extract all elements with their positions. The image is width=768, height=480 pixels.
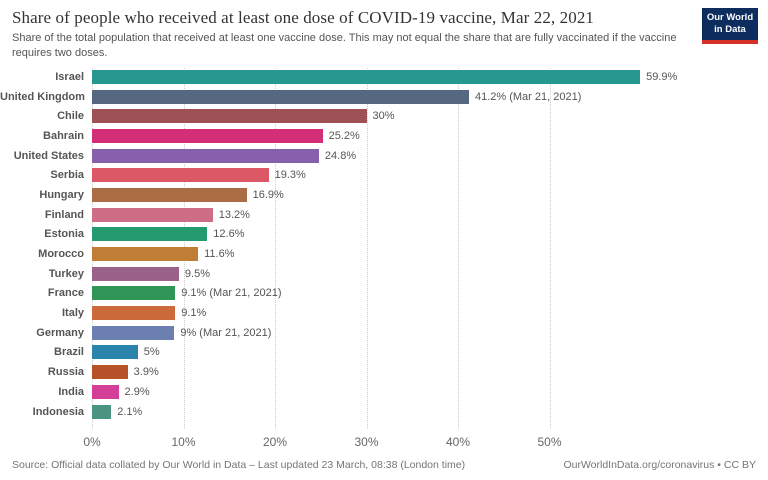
x-tick-label: 20% (262, 435, 288, 449)
value-label: 9.5% (184, 267, 210, 280)
bar-row: Estonia 12.6% (0, 225, 768, 245)
country-label: Italy (61, 307, 84, 320)
value-label: 5% (143, 346, 160, 359)
value-label: 2.1% (117, 405, 143, 418)
bar-row: Indonesia 2.1% (0, 402, 768, 422)
country-label: Morocco (38, 248, 84, 261)
attribution-link[interactable]: OurWorldInData.org/coronavirus • CC BY (563, 459, 756, 471)
value-label: 16.9% (252, 188, 284, 201)
bar[interactable] (92, 384, 119, 399)
owid-logo-line1: Our World (706, 12, 754, 23)
bar-row: United States 24.8% (0, 146, 768, 166)
bar[interactable] (92, 89, 469, 104)
x-tick-label: 10% (171, 435, 196, 449)
x-axis: 0% 10% 20% 30% 40% 50% (83, 433, 712, 451)
value-label: 11.6% (204, 248, 235, 261)
gridline (366, 68, 368, 429)
bar[interactable] (92, 404, 112, 419)
bar-row: Italy 9.1% (0, 303, 768, 323)
bar-row: Bahrain 25.2% (0, 126, 768, 146)
chart-header: Share of people who received at least on… (0, 0, 768, 59)
bar-row: Israel 59.9% (0, 67, 768, 87)
owid-logo-line2: in Data (714, 24, 746, 36)
value-label: 2.9% (124, 385, 150, 398)
bar-row: Chile 30% (0, 106, 768, 126)
bar[interactable] (92, 266, 179, 281)
value-label: 24.8% (324, 149, 357, 162)
bar[interactable] (92, 148, 319, 163)
x-tick-label: 50% (537, 435, 562, 449)
country-label: Estonia (44, 228, 84, 241)
gridline (458, 68, 459, 429)
value-label: 30% (372, 110, 395, 123)
value-label: 9.1% (Mar 21, 2021) (181, 287, 282, 300)
bar[interactable] (92, 69, 641, 84)
bar-row: Morocco 11.6% (0, 244, 768, 264)
bar-row: Finland 13.2% (0, 205, 768, 225)
country-label: United Kingdom (0, 90, 85, 103)
value-label: 25.2% (328, 129, 360, 142)
bar-chart: Israel 59.9% United Kingdom 41.2% (Mar 21, … (0, 67, 768, 452)
country-label: Finland (44, 208, 84, 221)
country-label: Indonesia (32, 405, 84, 418)
value-label: 59.9% (646, 70, 678, 83)
country-label: India (58, 385, 84, 398)
bar[interactable] (92, 345, 138, 360)
chart-footer: Source: Official data collated by Our Wo… (12, 459, 756, 471)
bar[interactable] (92, 365, 128, 380)
x-tick-label: 30% (354, 435, 379, 449)
country-label: France (47, 287, 84, 300)
bar[interactable] (92, 247, 199, 262)
gridline (275, 68, 276, 429)
country-label: Serbia (50, 169, 84, 182)
bar[interactable] (92, 306, 176, 321)
bar[interactable] (92, 109, 367, 124)
bar[interactable] (92, 227, 208, 242)
bar[interactable] (92, 128, 323, 143)
bar-row: India 2.9% (0, 382, 768, 402)
bar-row: Serbia 19.3% (0, 165, 768, 185)
country-label: Brazil (54, 346, 84, 359)
country-label: Hungary (39, 188, 84, 201)
value-label: 12.6% (213, 228, 245, 241)
bar-row: Germany 9% (Mar 21, 2021) (0, 323, 768, 343)
value-label: 9.1% (181, 307, 207, 320)
x-tick-label: 40% (445, 435, 471, 449)
bar-row: Brazil 5% (0, 343, 768, 363)
source-note: Source: Official data collated by Our Wo… (12, 459, 466, 471)
x-tick-label: 0% (83, 435, 101, 449)
bar[interactable] (92, 286, 176, 301)
bar[interactable] (92, 207, 213, 222)
bar-row: Turkey 9.5% (0, 264, 768, 284)
country-label: Israel (55, 70, 84, 83)
owid-logo[interactable]: Our World in Data (702, 8, 758, 44)
country-label: Turkey (48, 267, 84, 280)
chart-title: Share of people who received at least on… (12, 8, 595, 27)
bar[interactable] (92, 168, 269, 183)
bar[interactable] (92, 187, 247, 202)
bar[interactable] (92, 325, 175, 340)
country-label: Bahrain (43, 129, 84, 142)
bar-row: United Kingdom 41.2% (Mar 21, 2021) (0, 87, 768, 107)
country-label: Chile (57, 110, 84, 123)
value-label: 3.9% (133, 366, 159, 379)
bar-row: Hungary 16.9% (0, 185, 768, 205)
country-label: United States (13, 149, 84, 162)
chart-subtitle: Share of the total population that recei… (12, 32, 677, 59)
value-label: 13.2% (218, 208, 250, 221)
country-label: Germany (36, 326, 84, 339)
value-label: 9% (Mar 21, 2021) (180, 326, 272, 339)
value-label: 19.3% (274, 169, 306, 182)
gridline (549, 68, 551, 429)
bar-row: France 9.1% (Mar 21, 2021) (0, 284, 768, 304)
value-label: 41.2% (Mar 21, 2021) (474, 90, 582, 103)
bar-rows: Israel 59.9% United Kingdom 41.2% (Mar 21, … (0, 67, 768, 421)
country-label: Russia (47, 366, 84, 379)
bar-row: Russia 3.9% (0, 362, 768, 382)
